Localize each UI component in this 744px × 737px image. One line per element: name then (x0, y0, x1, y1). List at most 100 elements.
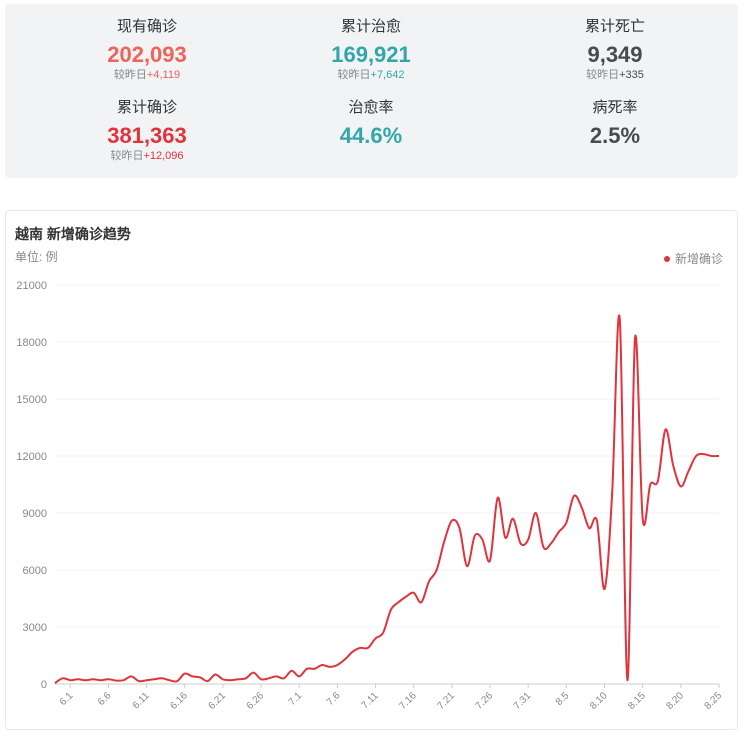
data-point (321, 664, 323, 666)
x-tick-label: 8.10 (588, 690, 610, 712)
data-point (588, 527, 590, 529)
data-point (428, 580, 430, 582)
legend-label: 新增确诊 (674, 252, 723, 266)
x-tick-label: 7.6 (325, 690, 343, 708)
data-point (298, 675, 300, 677)
data-point (85, 679, 87, 681)
delta-value: +12,096 (143, 150, 184, 162)
stat-value: 202,093 (107, 42, 187, 67)
data-point (626, 679, 628, 681)
delta-prefix: 较昨日 (586, 69, 620, 81)
stat-delta: 较昨日+12,096 (27, 150, 267, 163)
data-point (306, 668, 308, 670)
data-point (245, 677, 247, 679)
data-point (459, 527, 461, 529)
series-line-new-confirmed (54, 314, 720, 684)
data-point (153, 678, 155, 680)
x-tick-label: 8.5 (554, 690, 572, 708)
data-point (352, 651, 354, 653)
delta-prefix: 较昨日 (337, 69, 371, 81)
data-point (115, 680, 117, 682)
stat-label: 累计确诊 (116, 99, 177, 116)
data-point (710, 455, 712, 457)
data-point (596, 520, 598, 522)
data-point (260, 678, 262, 680)
data-point (542, 546, 544, 548)
data-point (184, 673, 186, 675)
data-point (130, 675, 132, 677)
data-point (359, 647, 361, 649)
data-point (489, 560, 491, 562)
stat-total-deaths: 累计死亡 9,349 较昨日+335 (495, 18, 735, 82)
data-point (436, 569, 438, 571)
data-point (565, 522, 567, 524)
stat-label: 累计治愈 (340, 18, 401, 35)
y-tick-label: 18000 (16, 337, 47, 349)
x-tick-label: 6.11 (131, 690, 152, 711)
data-point (69, 679, 71, 681)
chart-legend[interactable]: 新增确诊 (663, 250, 723, 267)
data-point (214, 674, 216, 676)
data-point (291, 670, 293, 672)
data-point (680, 485, 682, 487)
trend-chart-panel: 越南 新增确诊趋势 单位: 例 新增确诊 0 3000 6000 9000 12000 1… (5, 210, 738, 730)
data-point (504, 537, 506, 539)
data-point (474, 535, 476, 537)
data-point (382, 632, 384, 634)
data-point (268, 677, 270, 679)
data-point (451, 520, 453, 522)
data-point (222, 678, 224, 680)
data-point (207, 680, 209, 682)
data-point (687, 470, 689, 472)
data-point (199, 676, 201, 678)
data-point (168, 679, 170, 681)
y-tick-label: 21000 (16, 280, 47, 292)
x-tick-label: 7.31 (512, 690, 534, 712)
data-point (375, 637, 377, 639)
data-point (420, 601, 422, 603)
data-point (161, 677, 163, 679)
x-tick-label: 7.21 (435, 690, 457, 712)
stat-value: 44.6% (339, 123, 403, 148)
data-point (497, 497, 499, 499)
data-point (313, 668, 315, 670)
y-tick-label: 12000 (16, 451, 47, 463)
x-tick-label: 7.26 (474, 690, 496, 712)
stat-delta: 较昨日+335 (495, 69, 735, 82)
data-point (275, 675, 277, 677)
x-tick-label: 7.1 (287, 690, 305, 708)
data-point (649, 484, 651, 486)
data-point (123, 679, 125, 681)
x-tick-label: 6.1 (58, 690, 76, 708)
data-point (443, 541, 445, 543)
delta-value: +7,642 (370, 69, 405, 81)
chart-title: 越南 新增确诊趋势 (15, 226, 131, 242)
data-point (100, 679, 102, 681)
line-chart[interactable]: 0 3000 6000 9000 12000 15000 18000 21000 6.1 6.6 6… (6, 211, 737, 729)
data-point (283, 677, 285, 679)
data-point (107, 678, 109, 680)
data-point (581, 506, 583, 508)
data-point (466, 565, 468, 567)
legend-dot-icon (663, 255, 670, 262)
y-tick-label: 15000 (16, 394, 47, 406)
x-tick-label: 6.6 (96, 690, 114, 708)
data-point (604, 588, 606, 590)
stat-label: 治愈率 (348, 99, 394, 116)
stats-panel: 现有确诊 202,093 较昨日+4,119 累计治愈 169,921 较昨日+… (5, 4, 738, 178)
stat-delta: 较昨日+7,642 (251, 69, 491, 82)
data-point (619, 318, 621, 320)
data-point (344, 658, 346, 660)
data-point (718, 455, 720, 457)
data-point (77, 678, 79, 680)
data-point (397, 601, 399, 603)
data-point (336, 664, 338, 666)
data-point (62, 677, 64, 679)
data-point (176, 680, 178, 682)
x-tick-label: 7.11 (360, 690, 381, 711)
data-point (367, 647, 369, 649)
data-point (657, 480, 659, 482)
data-point (138, 680, 140, 682)
data-point (329, 666, 331, 668)
x-tick-label: 8.25 (703, 690, 725, 712)
